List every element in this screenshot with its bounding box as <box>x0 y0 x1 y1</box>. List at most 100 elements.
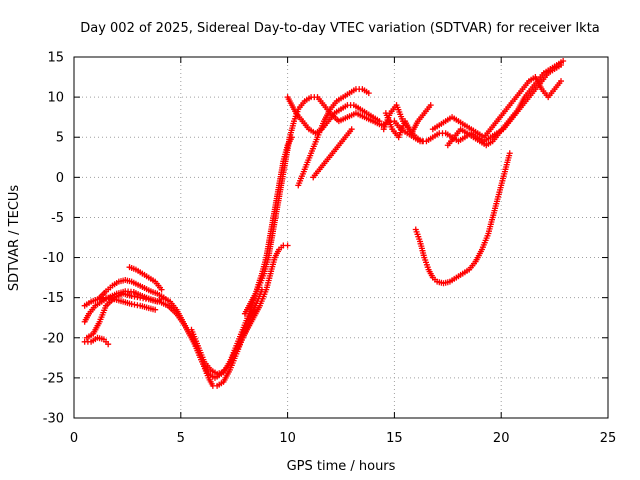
y-tick-label: -25 <box>43 371 64 386</box>
data-trail <box>432 131 441 139</box>
data-trail <box>234 329 245 347</box>
data-trail <box>272 248 281 259</box>
data-trail <box>338 115 349 124</box>
y-tick-label: 10 <box>47 91 64 106</box>
series-arc-8 <box>241 94 394 317</box>
y-tick-label: -5 <box>51 211 64 226</box>
data-trail <box>96 335 105 342</box>
series-arc-11 <box>310 126 355 181</box>
x-tick-label: 10 <box>279 431 296 446</box>
x-tick-label: 20 <box>493 431 510 446</box>
data-point <box>152 306 159 313</box>
data-trail <box>514 88 524 99</box>
data-trail <box>308 127 317 135</box>
data-trail <box>240 313 252 331</box>
x-tick-label: 25 <box>600 431 617 446</box>
y-tick-labels: -30 -25 -20 -15 -10 -5 0 5 10 15 <box>43 51 64 427</box>
data-trail <box>342 91 351 99</box>
data-trail <box>296 168 307 187</box>
data-trail <box>137 282 146 290</box>
data-trail <box>464 123 473 131</box>
data-trail <box>141 271 150 280</box>
data-trail <box>335 95 344 103</box>
data-trail <box>247 305 258 323</box>
data-point <box>105 341 112 348</box>
data-trail <box>422 257 431 271</box>
data-trail <box>240 321 252 339</box>
data-trail <box>141 293 152 302</box>
data-trail <box>521 80 531 91</box>
data-trail <box>274 184 284 211</box>
data-point <box>160 294 167 301</box>
y-tick-label: 15 <box>47 51 64 66</box>
data-trail <box>495 112 505 123</box>
data-trail <box>406 131 415 139</box>
y-tick-label: 5 <box>56 131 64 146</box>
data-trail <box>91 320 102 335</box>
data-trail <box>326 112 336 123</box>
data-trail <box>147 275 156 284</box>
data-trail <box>483 135 492 143</box>
data-trail <box>97 295 107 302</box>
data-trail <box>94 300 103 308</box>
y-axis-label: SDTVAR / TECUs <box>7 185 22 292</box>
data-trail <box>153 280 163 291</box>
data-trail <box>98 289 108 300</box>
data-trail <box>294 112 304 123</box>
data-trail <box>383 112 395 130</box>
data-trail <box>491 132 501 143</box>
data-trail <box>139 303 150 311</box>
data-trail <box>221 368 232 383</box>
data-trail <box>107 291 118 300</box>
series-arc-6 <box>81 334 112 348</box>
data-trail <box>227 353 239 371</box>
data-trail <box>131 293 141 301</box>
data-trail <box>393 120 403 131</box>
data-trail <box>501 104 512 115</box>
data-point <box>158 286 165 293</box>
data-trail <box>426 268 435 279</box>
data-trail <box>546 88 556 99</box>
data-trail <box>359 107 368 115</box>
data-trail <box>486 216 495 235</box>
data-trail <box>322 108 333 123</box>
x-tick-labels: 0 5 10 15 20 25 <box>70 431 616 446</box>
data-trail <box>147 296 159 305</box>
data-trail <box>333 107 342 115</box>
data-trail <box>459 127 468 135</box>
data-trail <box>353 103 362 111</box>
data-trail <box>442 279 451 286</box>
data-trail <box>328 100 339 111</box>
data-trail <box>97 305 109 323</box>
data-trail <box>253 288 265 307</box>
data-trail <box>528 75 537 83</box>
data-trail <box>340 103 349 111</box>
data-trail <box>497 124 507 135</box>
data-trail <box>156 292 165 300</box>
data-trail <box>140 295 149 302</box>
series-arc-5 <box>126 264 165 293</box>
data-trail <box>472 135 481 143</box>
data-trail <box>529 80 539 91</box>
data-trail <box>457 135 466 143</box>
data-trail <box>257 288 269 307</box>
data-trail <box>444 115 453 123</box>
data-trail <box>315 120 326 138</box>
data-trail <box>482 128 492 139</box>
data-trail <box>216 369 225 377</box>
plot-frame <box>73 56 609 419</box>
series-arc-1 <box>81 242 291 381</box>
data-markers <box>81 58 567 389</box>
data-trail <box>516 96 527 111</box>
data-trail <box>216 380 225 388</box>
data-trail <box>162 296 171 304</box>
data-trail <box>470 127 479 135</box>
series-arc-3 <box>81 294 159 313</box>
data-trail <box>438 119 447 127</box>
data-trail <box>227 345 239 363</box>
data-trail <box>337 136 347 147</box>
data-trail <box>363 115 374 124</box>
data-trail <box>416 112 426 123</box>
data-trail <box>105 284 114 293</box>
x-tick-label: 15 <box>386 431 403 446</box>
